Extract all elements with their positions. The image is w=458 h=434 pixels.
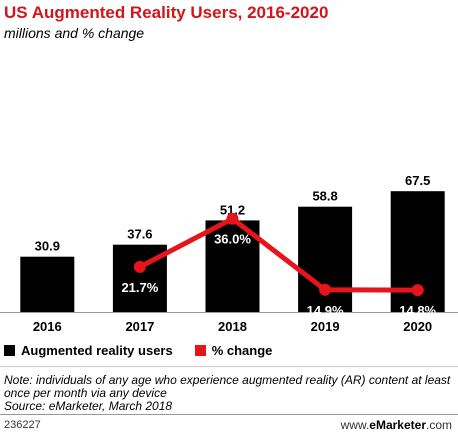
change-value-label: 21.7% — [121, 280, 158, 295]
bar-value-label: 30.9 — [35, 239, 60, 254]
chart-notes: Note: individuals of any age who experie… — [4, 374, 454, 413]
bar-value-label: 37.6 — [127, 227, 152, 242]
legend-label-change: % change — [211, 343, 273, 358]
bar-2016 — [20, 256, 75, 312]
x-tick-label: 2019 — [311, 319, 340, 334]
legend-item-change: % change — [194, 343, 273, 358]
chart-title: US Augmented Reality Users, 2016-2020 — [4, 3, 329, 22]
chart-subtitle: millions and % change — [4, 25, 145, 41]
bar-value-label: 67.5 — [405, 173, 430, 188]
change-value-label: 14.8% — [399, 303, 436, 318]
change-value-label: 36.0% — [214, 232, 251, 247]
change-point-2019 — [319, 283, 332, 296]
legend-item-users: Augmented reality users — [4, 343, 173, 358]
x-tick-label: 2017 — [125, 319, 154, 334]
footer-divider — [0, 414, 458, 415]
bar-2019 — [298, 206, 353, 312]
change-line — [138, 216, 418, 293]
change-value-label: 14.9% — [307, 303, 344, 318]
note-text: Note: individuals of any age who experie… — [4, 373, 451, 400]
legend-swatch-users — [4, 345, 15, 356]
change-point-2020 — [411, 284, 424, 297]
legend-label-users: Augmented reality users — [21, 343, 173, 358]
source-text: Source: eMarketer, March 2018 — [4, 399, 173, 413]
legend-swatch-change — [194, 345, 206, 356]
change-point-2018 — [226, 212, 239, 225]
notes-divider — [0, 366, 458, 367]
brand-suffix: .com — [425, 418, 452, 432]
legend: Augmented reality users % change — [4, 343, 294, 358]
change-point-2017 — [133, 260, 146, 273]
bar-value-label: 51.2 — [220, 202, 245, 217]
brand-prefix: www. — [340, 418, 370, 432]
x-tick-label: 2016 — [33, 319, 62, 334]
x-tick-label: 2020 — [403, 319, 432, 334]
x-tick-label: 2018 — [218, 319, 247, 334]
brand-url[interactable]: www.eMarketer.com — [341, 418, 452, 432]
chart-id: 236227 — [4, 419, 41, 431]
brand-name: eMarketer — [369, 418, 426, 432]
bar-value-label: 58.8 — [312, 189, 337, 204]
